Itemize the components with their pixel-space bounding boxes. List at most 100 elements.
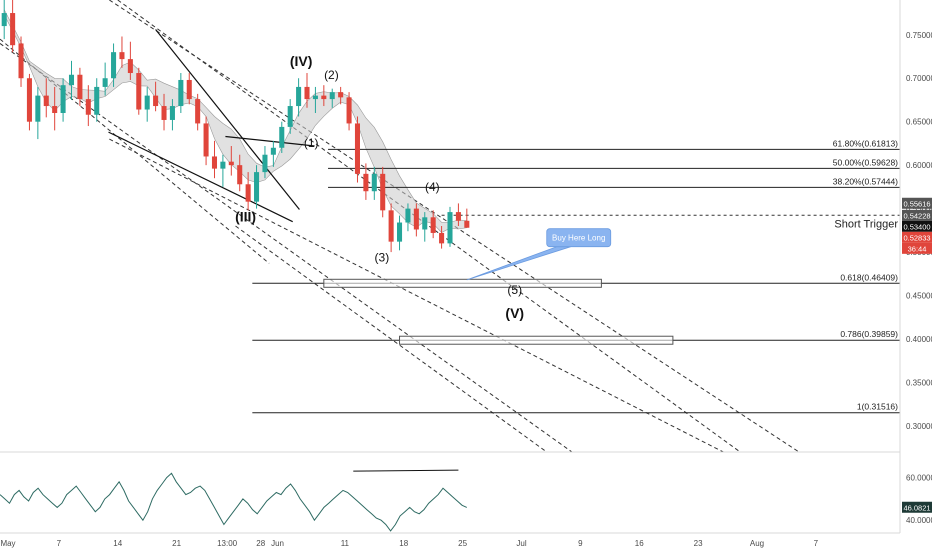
- candle-body[interactable]: [178, 79, 184, 107]
- candle-body[interactable]: [346, 97, 352, 124]
- time-tick-label: 25: [458, 539, 467, 548]
- price-tag-bg: [902, 231, 932, 243]
- candle-body[interactable]: [254, 172, 260, 202]
- candle-body[interactable]: [287, 106, 293, 127]
- price-tag-bg: [902, 197, 932, 209]
- time-tick-label: 9: [578, 539, 583, 548]
- candle-body[interactable]: [144, 95, 150, 110]
- candle-body[interactable]: [43, 95, 49, 107]
- candle-body[interactable]: [321, 95, 327, 100]
- candle-body[interactable]: [296, 86, 302, 107]
- price-axis[interactable]: 0.750000.700000.650000.600000.550000.500…: [899, 0, 932, 533]
- plot-area: [0, 0, 900, 452]
- time-tick-label: 7: [57, 539, 62, 548]
- candle-body[interactable]: [413, 208, 419, 230]
- price-panel: 61.80%(0.61813) 50.00%(0.59628) 38.20%(0.5…: [0, 0, 900, 452]
- trendline-2[interactable]: [225, 135, 315, 147]
- ma-ribbon: [3, 9, 468, 233]
- fib-label-5: 1(0.31516): [857, 402, 898, 412]
- rsi-divergence-line[interactable]: [353, 469, 459, 472]
- wave-label-5: (4): [425, 180, 440, 194]
- channel-line-5[interactable]: [235, 225, 548, 452]
- wave-label-1: (IV): [290, 53, 313, 69]
- candle-body[interactable]: [371, 173, 377, 192]
- candle-body[interactable]: [68, 74, 75, 86]
- candle-body[interactable]: [77, 74, 83, 100]
- candle-body[interactable]: [270, 147, 276, 155]
- fib-label-2: 38.20%(0.57444): [833, 176, 898, 186]
- candle-body[interactable]: [430, 217, 436, 233]
- trendline-0[interactable]: [108, 131, 293, 223]
- candle-body[interactable]: [136, 73, 142, 110]
- candle-body[interactable]: [312, 95, 318, 100]
- time-tick-label: 23: [694, 539, 703, 548]
- candle-body[interactable]: [60, 85, 66, 113]
- candle-body[interactable]: [262, 154, 268, 173]
- time-tick-label: Jun: [271, 539, 284, 548]
- candle-body[interactable]: [228, 161, 234, 166]
- candle-body[interactable]: [397, 222, 403, 242]
- wave-label-2: (1): [304, 136, 319, 150]
- candle-body[interactable]: [279, 126, 285, 148]
- wave-label-0: (III): [235, 209, 256, 225]
- channel-line-3[interactable]: [109, 138, 724, 452]
- rsi-line[interactable]: [0, 472, 468, 532]
- candle-body[interactable]: [237, 165, 243, 185]
- candle-body[interactable]: [18, 43, 24, 79]
- candle-body[interactable]: [195, 99, 201, 124]
- wave-label-4: (3): [375, 251, 390, 265]
- candle-body[interactable]: [26, 78, 32, 122]
- channel-line-2[interactable]: [117, 0, 741, 452]
- target-box-0618[interactable]: [323, 278, 602, 288]
- candle-body[interactable]: [405, 208, 411, 223]
- candle-body[interactable]: [439, 232, 445, 244]
- candle-body[interactable]: [422, 217, 428, 230]
- candle-body[interactable]: [354, 123, 360, 174]
- candle-body[interactable]: [363, 173, 369, 192]
- candle-body[interactable]: [127, 59, 133, 74]
- price-tag-bg: [902, 220, 932, 232]
- candle-body[interactable]: [380, 173, 386, 211]
- channel-line-1[interactable]: [109, 0, 800, 452]
- callout-box[interactable]: [546, 228, 612, 248]
- candle-body[interactable]: [153, 95, 159, 107]
- candle-body[interactable]: [111, 52, 117, 79]
- trendline-1[interactable]: [155, 29, 300, 210]
- time-axis[interactable]: May 7 14 21 13:00 28 Jun 11 18 25 Jul 9 16 23 Aug 7: [0, 532, 900, 548]
- time-tick-label: May: [0, 539, 15, 548]
- candle-body[interactable]: [220, 161, 226, 169]
- target-box-0786[interactable]: [399, 335, 674, 345]
- candle-body[interactable]: [35, 95, 41, 122]
- candle-body[interactable]: [338, 92, 344, 98]
- candle-body[interactable]: [85, 99, 91, 115]
- candle-body[interactable]: [211, 156, 218, 169]
- candle-body[interactable]: [388, 210, 394, 242]
- channel-line-4[interactable]: [0, 43, 573, 452]
- candle-body[interactable]: [203, 123, 209, 157]
- candle-body[interactable]: [186, 79, 192, 100]
- candle-body[interactable]: [10, 13, 16, 46]
- candle-body[interactable]: [94, 86, 100, 115]
- candle-body[interactable]: [329, 92, 335, 100]
- candle-body[interactable]: [1, 13, 7, 27]
- candle-body[interactable]: [161, 106, 167, 120]
- candle-body[interactable]: [304, 86, 310, 100]
- wave-label-7: (V): [505, 305, 524, 321]
- candle-body[interactable]: [245, 184, 251, 202]
- candle-body[interactable]: [455, 212, 461, 221]
- candle-body[interactable]: [447, 212, 453, 244]
- candle-body[interactable]: [464, 220, 470, 228]
- candle-body[interactable]: [119, 52, 125, 60]
- candle-body[interactable]: [52, 106, 58, 113]
- candle-body[interactable]: [102, 78, 108, 87]
- candle-body[interactable]: [169, 106, 175, 120]
- price-tag-label: 0.53400: [903, 222, 930, 231]
